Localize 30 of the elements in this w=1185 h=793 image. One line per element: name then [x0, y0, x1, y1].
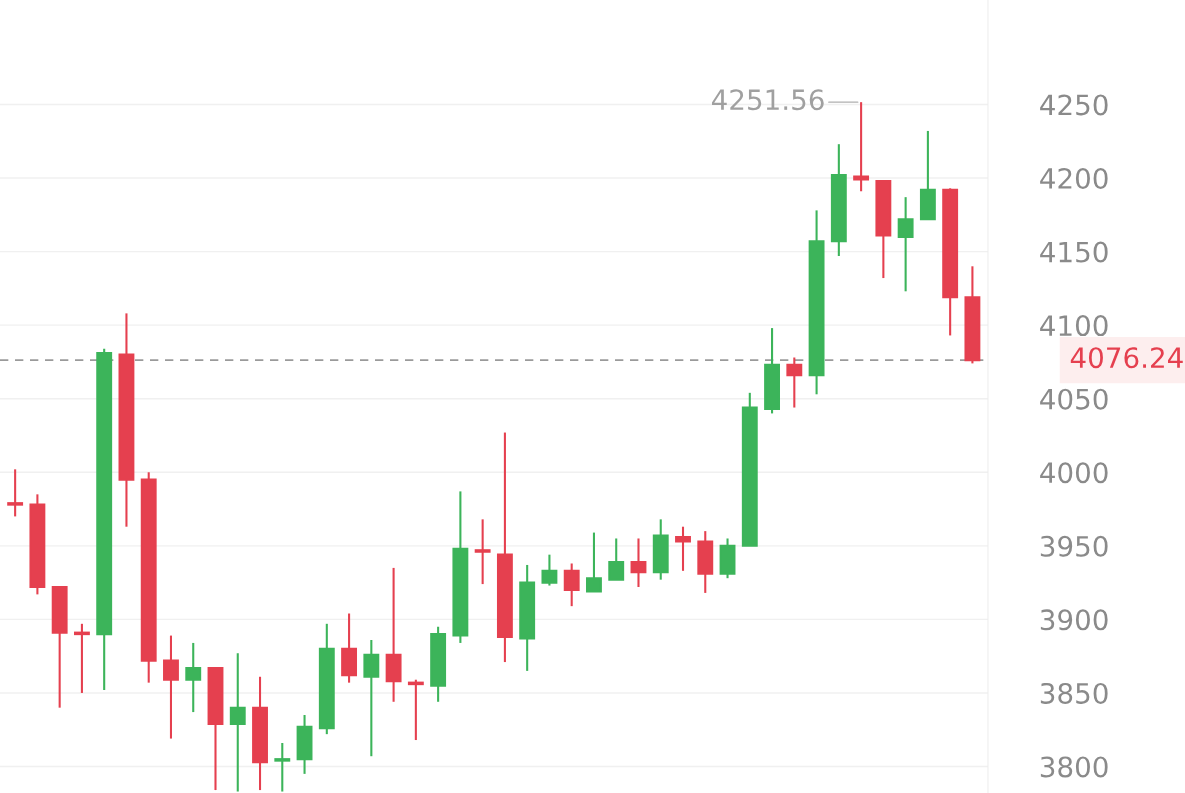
- candlestick: [185, 641, 202, 714]
- y-tick-label: 4000: [1040, 462, 1108, 484]
- candlestick: [541, 553, 558, 587]
- candlestick: [853, 101, 870, 193]
- candlestick: [786, 356, 803, 409]
- annotation: 4251.56: [711, 89, 824, 111]
- candlestick: [7, 468, 24, 518]
- candlestick: [229, 652, 246, 793]
- candlestick: [608, 537, 625, 581]
- y-tick-label: 3800: [1040, 756, 1108, 778]
- candlestick: [163, 634, 179, 740]
- candlestick: [563, 562, 580, 608]
- y-tick-label: 4250: [1040, 94, 1108, 116]
- y-tick-label: 4100: [1040, 315, 1108, 337]
- candlestick: [363, 638, 380, 758]
- candlestick: [73, 622, 90, 694]
- candlestick: [630, 537, 647, 589]
- y-tick-label: 3850: [1040, 682, 1108, 704]
- y-tick-label: 4200: [1040, 167, 1108, 189]
- candlestick: [407, 678, 424, 742]
- y-tick-label: 3900: [1040, 609, 1108, 631]
- candlestick: [274, 741, 291, 793]
- ref-line-label: 4076.24: [1070, 347, 1183, 369]
- candlestick: [897, 196, 914, 293]
- candlestick: [474, 518, 491, 586]
- y-tick-label: 3950: [1040, 535, 1108, 557]
- candlestick: [675, 525, 691, 572]
- y-tick-label: 4150: [1040, 241, 1108, 263]
- y-tick-label: 4050: [1040, 388, 1108, 410]
- candlestick: [586, 531, 602, 593]
